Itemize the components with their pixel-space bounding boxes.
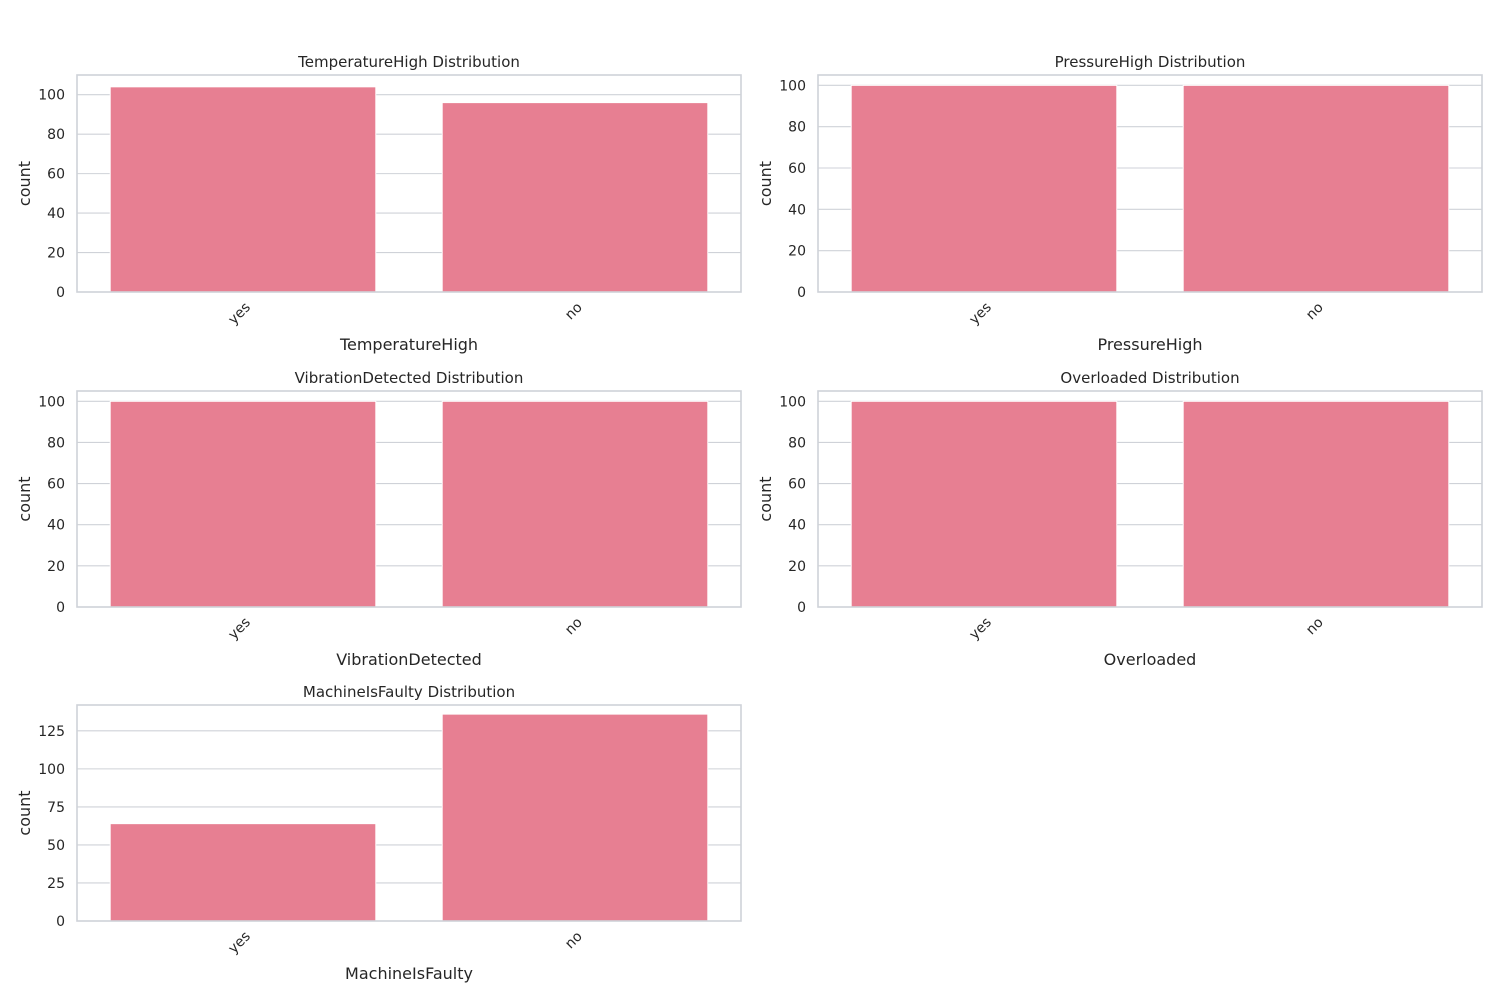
x-tick-label: yes <box>966 615 994 643</box>
bar <box>109 400 377 608</box>
x-axis-label: VibrationDetected <box>336 650 482 669</box>
axes-frame <box>817 74 1483 293</box>
y-tick-label: 100 <box>38 762 65 778</box>
y-tick-label: 125 <box>38 724 65 740</box>
y-tick-label: 60 <box>47 167 65 183</box>
y-tick-label: 50 <box>47 838 65 854</box>
chart-panel: 0 20 40 60 80 100 yes no PressureHigh Distributi… <box>756 53 1483 354</box>
x-tick-label: no <box>562 929 586 953</box>
bar <box>441 713 709 922</box>
y-tick-label: 20 <box>788 559 806 575</box>
x-tick-label: no <box>1303 300 1327 324</box>
y-tick-label: 60 <box>788 477 806 493</box>
x-tick-label: no <box>562 300 586 324</box>
y-tick-label: 20 <box>788 244 806 260</box>
y-tick-label: 20 <box>47 559 65 575</box>
y-tick-label: 40 <box>788 202 806 218</box>
y-tick-label: 0 <box>797 600 806 616</box>
chart-panel: 0 20 40 60 80 100 yes no VibrationDetected Distr… <box>15 369 742 669</box>
bar <box>850 84 1118 293</box>
x-tick-label: no <box>1303 615 1327 639</box>
y-tick-label: 0 <box>56 285 65 301</box>
y-tick-label: 100 <box>38 394 65 410</box>
chart-panel: 0 20 40 60 80 100 yes no Overloaded Distribution… <box>756 369 1483 669</box>
y-axis-label: count <box>756 161 775 206</box>
axes-frame <box>817 390 1483 608</box>
bar <box>441 102 709 293</box>
x-tick-label: yes <box>966 300 994 328</box>
y-tick-label: 0 <box>797 285 806 301</box>
y-tick-label: 80 <box>47 435 65 451</box>
x-tick-label: yes <box>225 929 253 957</box>
bar <box>441 400 709 608</box>
chart-panel: 0 20 40 60 80 100 yes no TemperatureHigh Distrib… <box>15 53 742 354</box>
y-tick-label: 60 <box>47 477 65 493</box>
y-axis-label: count <box>15 161 34 206</box>
axes-frame <box>76 74 742 293</box>
axes-frame <box>76 704 742 922</box>
y-tick-label: 20 <box>47 246 65 262</box>
x-axis-label: MachineIsFaulty <box>345 964 473 983</box>
bar <box>1182 400 1450 608</box>
y-tick-label: 40 <box>788 518 806 534</box>
chart-panel: 0 25 50 75 100 125 yes no MachineIsFaulty Distri… <box>15 683 742 983</box>
y-tick-label: 25 <box>47 876 65 892</box>
y-tick-label: 100 <box>38 88 65 104</box>
chart-title: MachineIsFaulty Distribution <box>303 683 515 701</box>
chart-title: TemperatureHigh Distribution <box>297 53 520 71</box>
y-tick-label: 80 <box>47 127 65 143</box>
y-tick-label: 0 <box>56 914 65 930</box>
chart-title: VibrationDetected Distribution <box>295 369 524 387</box>
bar <box>1182 84 1450 293</box>
y-tick-label: 0 <box>56 600 65 616</box>
y-tick-label: 100 <box>779 394 806 410</box>
y-tick-label: 75 <box>47 800 65 816</box>
x-tick-label: no <box>562 615 586 639</box>
y-tick-label: 40 <box>47 518 65 534</box>
chart-title: PressureHigh Distribution <box>1055 53 1246 71</box>
y-tick-label: 100 <box>779 78 806 94</box>
x-tick-label: yes <box>225 615 253 643</box>
bar <box>109 86 377 293</box>
y-tick-label: 40 <box>47 206 65 222</box>
y-axis-label: count <box>756 476 775 521</box>
y-axis-label: count <box>15 476 34 521</box>
x-axis-label: TemperatureHigh <box>339 335 478 354</box>
x-tick-label: yes <box>225 300 253 328</box>
bar <box>109 823 377 922</box>
y-tick-label: 80 <box>788 435 806 451</box>
bar <box>850 400 1118 608</box>
x-axis-label: PressureHigh <box>1097 335 1202 354</box>
axes-frame <box>76 390 742 608</box>
y-tick-label: 60 <box>788 161 806 177</box>
chart-title: Overloaded Distribution <box>1060 369 1239 387</box>
x-axis-label: Overloaded <box>1104 650 1197 669</box>
y-axis-label: count <box>15 790 34 835</box>
y-tick-label: 80 <box>788 120 806 136</box>
